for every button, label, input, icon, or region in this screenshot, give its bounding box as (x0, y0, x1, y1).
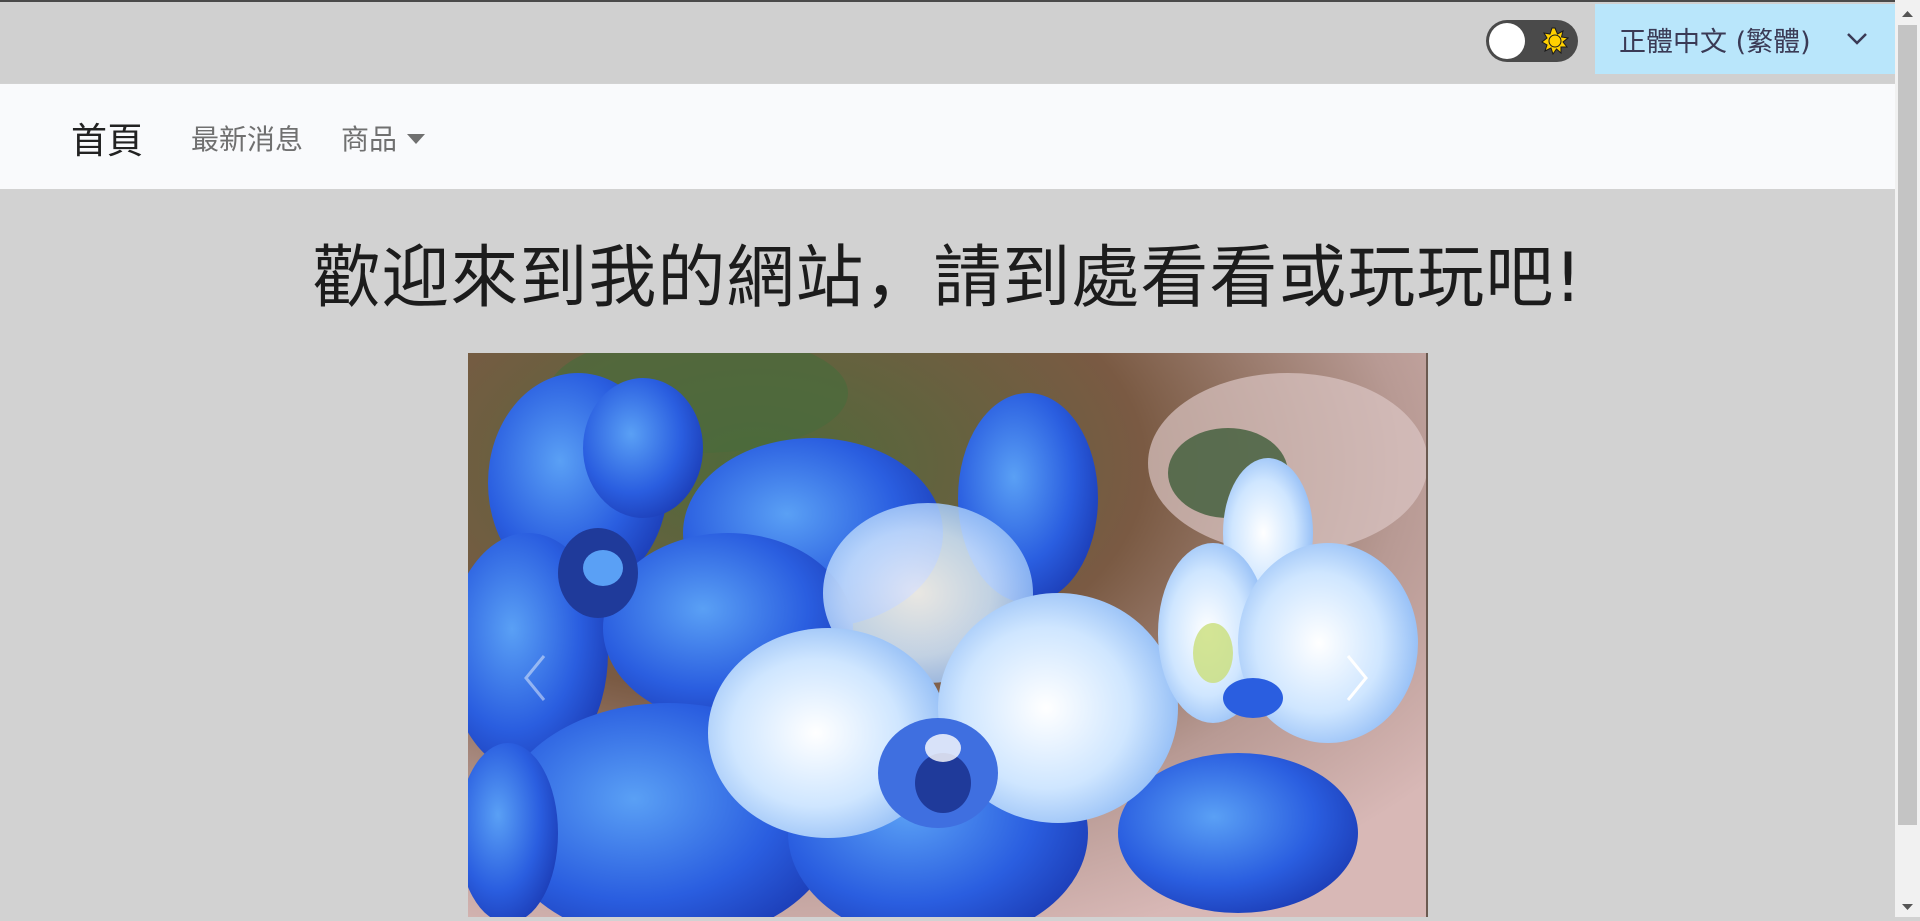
scroll-down-arrow-icon[interactable] (1895, 897, 1920, 917)
chevron-down-icon (1847, 33, 1867, 45)
scroll-up-arrow-icon[interactable] (1895, 4, 1920, 24)
toggle-knob (1489, 23, 1525, 59)
caret-down-icon (407, 134, 426, 144)
nav-products-label: 商品 (341, 123, 398, 156)
carousel-prev-button[interactable] (506, 628, 566, 728)
nav-products-dropdown[interactable]: 商品 (341, 118, 426, 158)
language-label: 正體中文 (繁體) (1619, 26, 1811, 58)
nav-news-link[interactable]: 最新消息 (191, 123, 304, 156)
window-top-edge (0, 0, 1920, 2)
page-headline: 歡迎來到我的網站，請到處看看或玩玩吧! (312, 239, 1583, 318)
sun-icon (1541, 27, 1569, 55)
language-select[interactable]: 正體中文 (繁體) (1595, 4, 1895, 74)
theme-toggle[interactable] (1486, 20, 1578, 62)
scrollbar-thumb[interactable] (1898, 25, 1917, 825)
chevron-left-icon (524, 655, 546, 701)
chevron-right-icon (1346, 655, 1368, 701)
carousel-slide-image (468, 353, 1428, 917)
nav-home-link[interactable]: 首頁 (71, 121, 144, 162)
carousel-next-button[interactable] (1326, 628, 1386, 728)
image-carousel (468, 353, 1428, 917)
top-utility-bar: 正體中文 (繁體) (0, 2, 1895, 83)
main-navbar: 首頁 最新消息 商品 (0, 84, 1895, 189)
vertical-scrollbar[interactable] (1895, 0, 1920, 917)
